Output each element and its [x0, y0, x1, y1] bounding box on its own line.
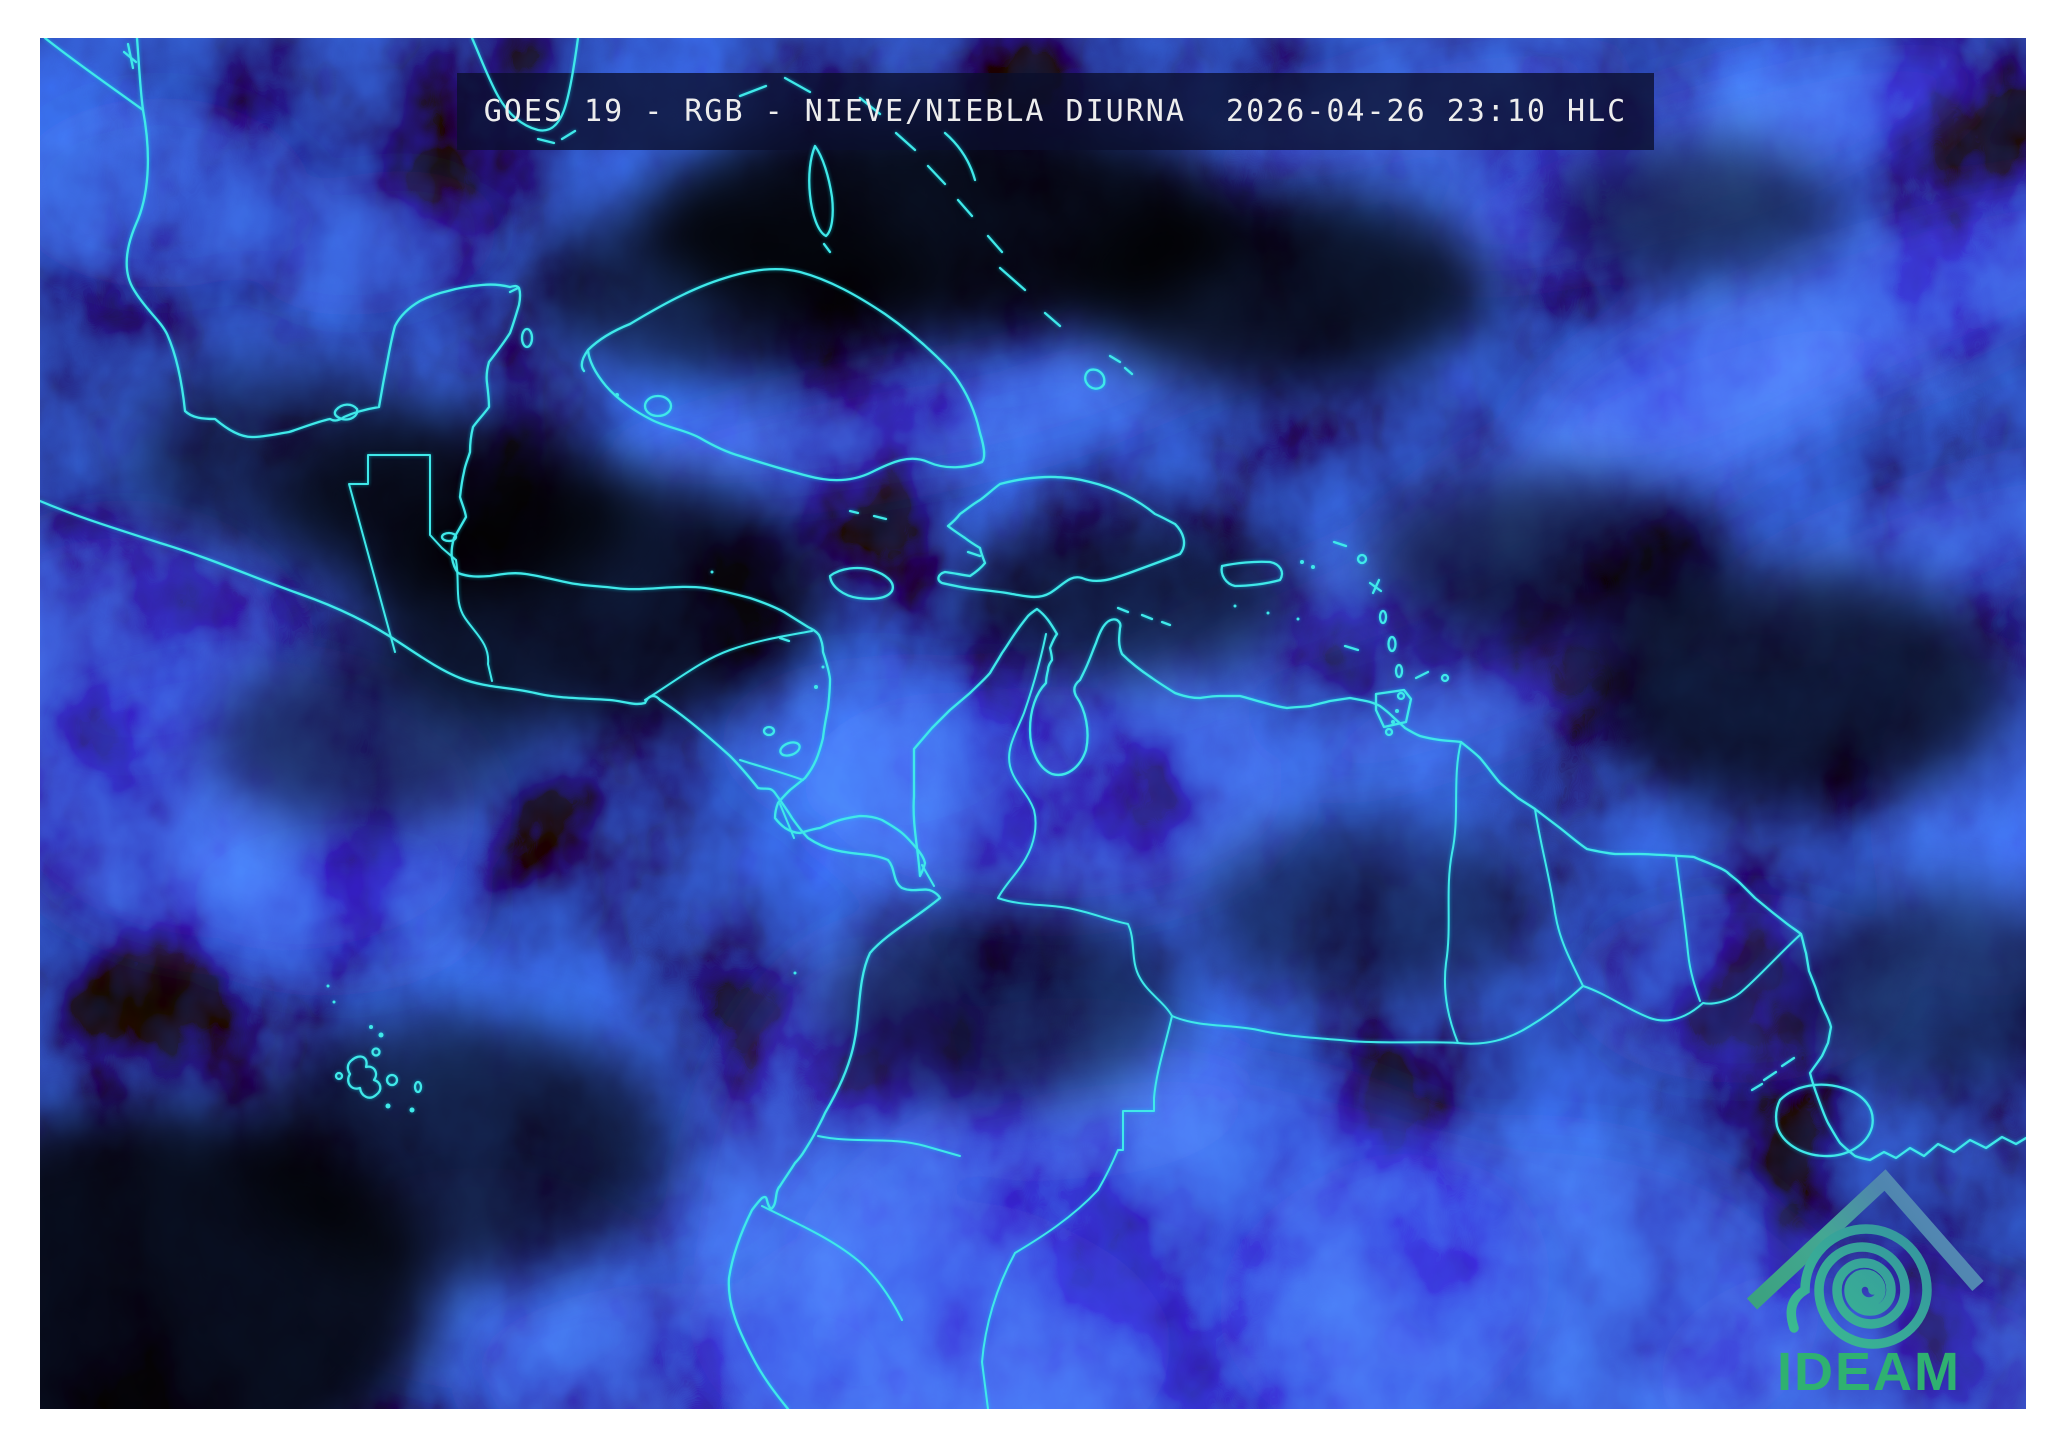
- ideam-roof-icon: [1746, 1169, 1984, 1310]
- coastline-galapagos: [326, 984, 423, 1113]
- coastline-lesser-antilles: [1116, 540, 1450, 737]
- border-guianas-brazil: [1457, 933, 1802, 1045]
- coastline-isle-of-youth: [643, 394, 673, 418]
- border-colombia-venezuela: [997, 633, 1173, 1017]
- border-honduras-elsalvador: [455, 559, 935, 887]
- border-guatemala-belize: [348, 454, 457, 653]
- coastline-puerto-rico: [1220, 560, 1284, 588]
- ideam-logo: IDEAM: [1746, 1169, 1984, 1402]
- coastline-jamaica: [828, 566, 894, 601]
- border-venezuela-guyana: [1443, 741, 1462, 1044]
- coastline-bahamas: [738, 76, 1134, 390]
- satellite-map: IDEAM: [40, 38, 2026, 1409]
- coastline-pacific: [40, 499, 942, 1409]
- border-suriname-frenchguiana: [1675, 856, 1701, 1002]
- ideam-wordmark: IDEAM: [1777, 1342, 1961, 1402]
- title-bar: [457, 73, 1654, 150]
- border-guyana-suriname: [1534, 808, 1584, 987]
- hurricane-spiral-icon: [1786, 1224, 1932, 1349]
- coastline-hispaniola: [937, 475, 1186, 599]
- coastlines-overlay: [40, 38, 2026, 1409]
- border-ecuador-peru-colombia: [761, 1135, 961, 1321]
- coastline-rio-grande: [43, 38, 145, 112]
- cloud-layer: [40, 38, 2026, 1409]
- satellite-image: IDEAM GOES 19 - RGB - NIEVE/NIEBLA DIURN…: [40, 38, 2026, 1409]
- coastline-cuba: [580, 267, 986, 482]
- coastline-florida: [470, 38, 580, 145]
- coastline-small-islands: [333, 286, 1874, 1158]
- coastline-texas: [122, 38, 145, 112]
- dark-cloud-patches: [40, 108, 2026, 1409]
- border-colombia-brazil-peru: [981, 1015, 1173, 1409]
- coastline-gulf-caribbean-mainland: [125, 108, 2026, 1162]
- border-venezuela-brazil: [1171, 1015, 1459, 1044]
